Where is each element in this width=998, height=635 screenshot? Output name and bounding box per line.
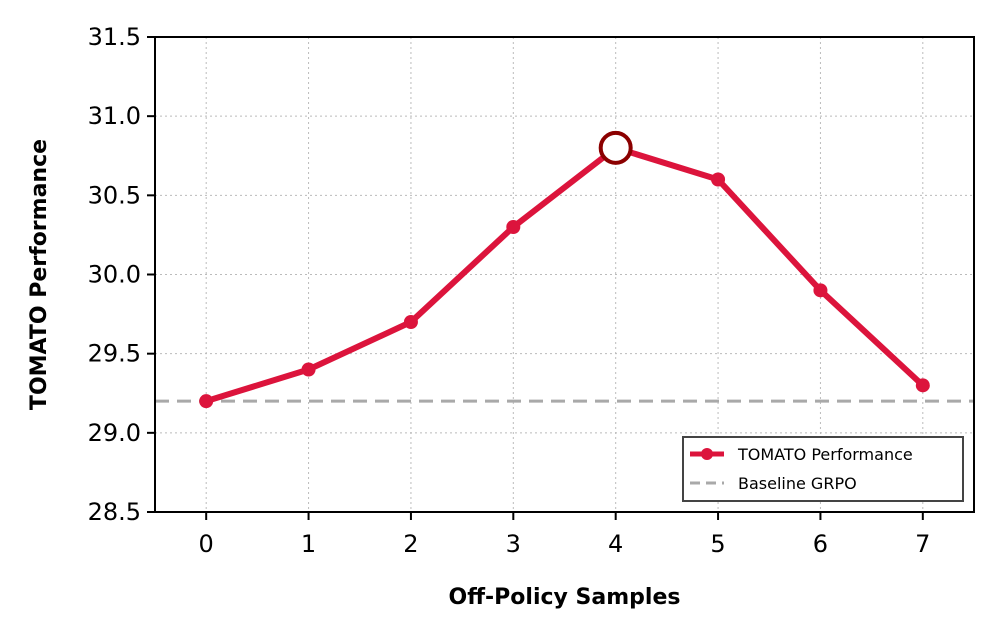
- x-tick-label: 5: [710, 530, 725, 558]
- peak-highlight-marker: [598, 130, 633, 165]
- grid: [155, 36, 974, 513]
- series-layer: [199, 130, 930, 409]
- y-tick-label: 30.5: [88, 181, 141, 209]
- x-tick-label: 6: [813, 530, 828, 558]
- y-tick-label: 31.5: [88, 23, 141, 51]
- series-line-tomato: [203, 144, 926, 405]
- legend-box: [682, 436, 964, 502]
- x-axis-ticks: 0 1 2 3 4 5 6 7: [199, 512, 930, 558]
- y-tick-label: 29.0: [88, 419, 141, 447]
- x-tick-label: 1: [301, 530, 316, 558]
- x-axis-title: Off-Policy Samples: [449, 585, 681, 610]
- legend-marker-tomato: [701, 448, 713, 460]
- y-axis-ticks: 28.5 29.0 29.5 30.0 30.5 31.0 31.5: [88, 23, 155, 526]
- data-point: [403, 315, 418, 329]
- data-point: [199, 394, 214, 409]
- data-point: [813, 283, 828, 298]
- x-tick-label: 3: [506, 530, 521, 558]
- data-point: [506, 220, 521, 234]
- legend: TOMATO Performance Baseline GRPO: [682, 436, 964, 502]
- y-tick-label: 31.0: [88, 102, 141, 130]
- legend-label-tomato: TOMATO Performance: [737, 445, 913, 464]
- x-tick-label: 2: [403, 530, 418, 558]
- data-point: [711, 172, 726, 187]
- data-point: [301, 362, 316, 377]
- y-tick-label: 28.5: [88, 498, 141, 526]
- y-tick-label: 30.0: [88, 261, 141, 289]
- data-point: [915, 378, 930, 393]
- y-tick-label: 29.5: [88, 340, 141, 368]
- y-axis-title: TOMATO Performance: [27, 139, 52, 410]
- x-tick-label: 7: [915, 530, 930, 558]
- x-tick-label: 0: [199, 530, 214, 558]
- x-tick-label: 4: [608, 530, 623, 558]
- legend-label-baseline: Baseline GRPO: [738, 474, 857, 493]
